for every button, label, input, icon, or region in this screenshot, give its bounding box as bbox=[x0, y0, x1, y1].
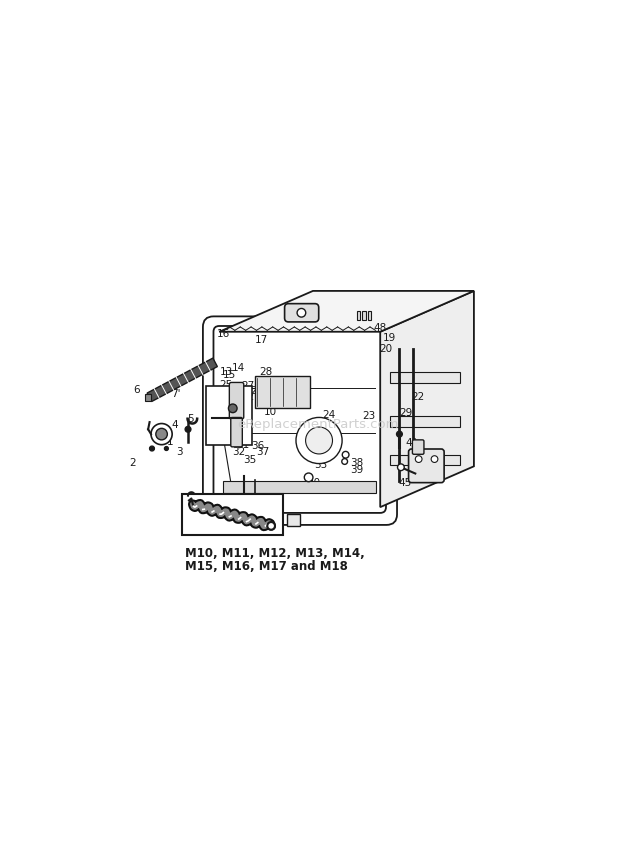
Text: 3: 3 bbox=[176, 447, 183, 457]
Text: 33: 33 bbox=[314, 460, 327, 470]
Text: 4: 4 bbox=[172, 420, 179, 429]
Text: 7': 7' bbox=[171, 389, 180, 400]
Text: 28: 28 bbox=[259, 367, 272, 377]
Circle shape bbox=[151, 423, 172, 445]
Bar bbox=[356, 311, 360, 320]
Bar bbox=[389, 416, 460, 427]
Text: 32: 32 bbox=[232, 447, 246, 457]
Text: 12: 12 bbox=[242, 392, 255, 402]
Circle shape bbox=[267, 522, 275, 530]
Text: 45: 45 bbox=[399, 478, 412, 488]
Text: 17: 17 bbox=[255, 335, 268, 345]
Text: eReplacementParts.com: eReplacementParts.com bbox=[237, 418, 399, 431]
Circle shape bbox=[397, 463, 404, 470]
Text: 40: 40 bbox=[307, 478, 321, 488]
Text: 20: 20 bbox=[379, 343, 392, 354]
FancyBboxPatch shape bbox=[231, 417, 242, 446]
FancyBboxPatch shape bbox=[412, 440, 424, 454]
Text: M15, M16, M17 and M18: M15, M16, M17 and M18 bbox=[185, 560, 348, 573]
Circle shape bbox=[164, 446, 168, 451]
Circle shape bbox=[306, 427, 332, 454]
Text: 14: 14 bbox=[232, 363, 246, 373]
Text: 1: 1 bbox=[166, 436, 173, 446]
Text: 21: 21 bbox=[404, 377, 417, 387]
Text: 27: 27 bbox=[241, 381, 254, 391]
Bar bbox=[368, 311, 371, 320]
Bar bbox=[389, 372, 460, 383]
Text: 25: 25 bbox=[219, 380, 232, 390]
Text: 9: 9 bbox=[230, 413, 237, 423]
Circle shape bbox=[342, 452, 349, 458]
Circle shape bbox=[415, 456, 422, 463]
Bar bbox=[241, 507, 249, 513]
Text: 22: 22 bbox=[411, 392, 424, 402]
FancyBboxPatch shape bbox=[285, 303, 319, 322]
Text: 10: 10 bbox=[264, 407, 277, 417]
Bar bbox=[255, 376, 310, 408]
Text: 37: 37 bbox=[256, 447, 270, 457]
Text: 43: 43 bbox=[416, 458, 429, 468]
Text: 26: 26 bbox=[250, 386, 264, 396]
Polygon shape bbox=[147, 358, 218, 401]
Text: 6: 6 bbox=[133, 384, 140, 394]
Circle shape bbox=[296, 417, 342, 463]
Text: 46: 46 bbox=[268, 513, 282, 523]
Text: 5: 5 bbox=[187, 414, 193, 424]
Text: M10, M11, M12, M13, M14,: M10, M11, M12, M13, M14, bbox=[185, 546, 365, 560]
Circle shape bbox=[397, 431, 402, 437]
Text: 34: 34 bbox=[326, 441, 339, 452]
Text: 11: 11 bbox=[219, 399, 233, 409]
Text: 23: 23 bbox=[362, 411, 375, 421]
FancyBboxPatch shape bbox=[213, 326, 386, 513]
Text: 2: 2 bbox=[130, 458, 136, 468]
Text: 24: 24 bbox=[322, 410, 336, 420]
Text: 15: 15 bbox=[223, 371, 236, 380]
Circle shape bbox=[156, 429, 167, 440]
Polygon shape bbox=[219, 291, 474, 331]
FancyBboxPatch shape bbox=[229, 383, 244, 419]
Text: 41: 41 bbox=[405, 438, 419, 448]
Circle shape bbox=[297, 308, 306, 317]
Text: 44: 44 bbox=[427, 469, 440, 480]
Text: 13: 13 bbox=[219, 367, 233, 377]
Circle shape bbox=[149, 446, 154, 451]
Bar bbox=[287, 515, 300, 527]
Bar bbox=[182, 493, 283, 534]
Text: 48: 48 bbox=[373, 323, 387, 332]
Circle shape bbox=[304, 473, 313, 481]
Text: 35: 35 bbox=[243, 455, 257, 465]
Bar bbox=[362, 311, 366, 320]
Text: 36: 36 bbox=[252, 440, 265, 451]
FancyBboxPatch shape bbox=[409, 449, 444, 482]
Bar bbox=[206, 386, 252, 445]
Text: 16: 16 bbox=[217, 330, 230, 339]
Polygon shape bbox=[380, 291, 474, 507]
Text: 31: 31 bbox=[236, 440, 249, 450]
Text: 42: 42 bbox=[420, 451, 433, 461]
Circle shape bbox=[431, 456, 438, 463]
Circle shape bbox=[342, 458, 348, 464]
Text: 39: 39 bbox=[350, 465, 363, 475]
Bar bbox=[389, 455, 460, 465]
Text: 38: 38 bbox=[350, 458, 363, 468]
Text: 29: 29 bbox=[399, 407, 413, 417]
Circle shape bbox=[228, 404, 237, 412]
Bar bbox=[144, 394, 151, 400]
Text: 19: 19 bbox=[383, 333, 396, 343]
Circle shape bbox=[185, 426, 191, 432]
Text: 30: 30 bbox=[399, 415, 412, 425]
Bar bbox=[223, 481, 376, 492]
